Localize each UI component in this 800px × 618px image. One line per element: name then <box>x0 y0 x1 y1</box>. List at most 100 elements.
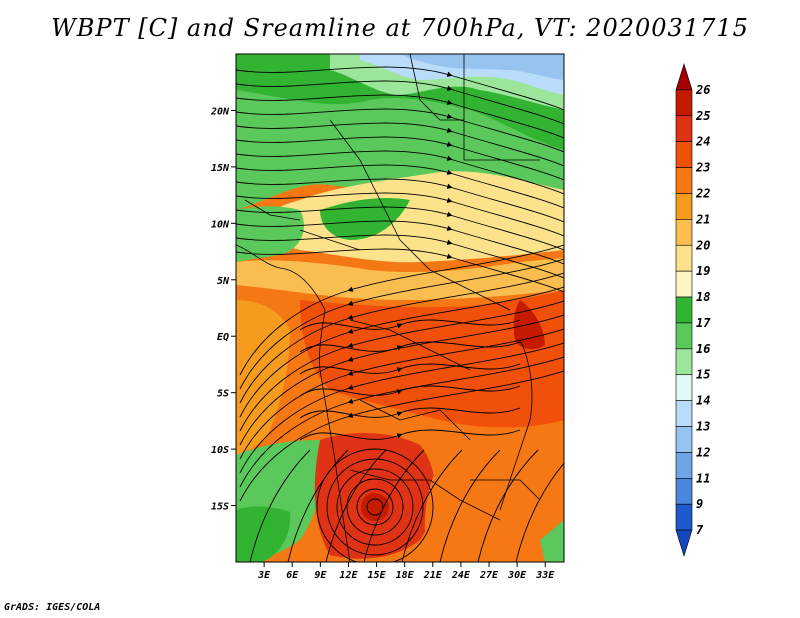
colorbar-swatch <box>675 426 693 453</box>
lon-tick-label: 18E <box>396 570 415 581</box>
colorbar-swatch <box>675 452 693 479</box>
vortex-streamline <box>366 498 384 516</box>
colorbar-label: 11 <box>696 471 710 485</box>
colorbar-label: 17 <box>696 316 711 330</box>
colorbar-label: 19 <box>696 264 710 278</box>
chart-title: WBPT [C] and Sreamline at 700hPa, VT: 20… <box>51 14 749 42</box>
streamline <box>236 108 564 153</box>
colorbar-swatch <box>675 193 693 220</box>
colorbar-label: 9 <box>696 497 703 511</box>
streamline <box>249 449 311 562</box>
lon-tick-label: 33E <box>535 570 555 581</box>
vortex-streamline <box>316 448 434 562</box>
colorbar: 26 25 24 23 22 21 20 19 18 17 16 15 14 13 12 11 9 7 <box>675 62 711 558</box>
colorbar-label: 7 <box>696 523 704 537</box>
colorbar-swatch <box>675 270 693 298</box>
colorbar-label: 22 <box>695 186 710 200</box>
streamline <box>287 449 349 562</box>
colorbar-swatch <box>675 115 693 142</box>
colorbar-label: 24 <box>695 135 710 149</box>
colorbar-swatch <box>675 374 693 401</box>
streamline <box>239 272 564 404</box>
colorbar-swatch <box>675 296 693 324</box>
colorbar-swatch <box>675 244 693 272</box>
colorbar-label: 23 <box>695 161 710 175</box>
lat-tick-label: EQ <box>217 332 229 343</box>
streamline <box>239 300 564 432</box>
streamline <box>299 407 521 419</box>
streamline <box>401 449 463 562</box>
streamline <box>239 356 564 488</box>
lon-tick-label: 27E <box>479 570 499 581</box>
vortex-streamline <box>336 468 414 546</box>
streamline <box>236 122 564 167</box>
streamline <box>236 94 564 139</box>
streamline <box>299 429 521 441</box>
vortex-streamline <box>356 488 394 526</box>
streamline <box>515 462 564 562</box>
streamline <box>236 206 564 251</box>
streamline <box>236 248 564 293</box>
streamline <box>239 244 564 376</box>
map-frame <box>235 53 565 563</box>
streamline <box>299 385 521 397</box>
colorbar-swatch <box>675 348 693 376</box>
lat-tick-label: 15N <box>211 163 230 174</box>
colorbar-swatch <box>675 141 693 168</box>
wbpt-field <box>236 54 564 562</box>
streamline <box>236 220 564 265</box>
lat-tick-label: 10S <box>211 445 229 456</box>
streamline <box>236 80 564 125</box>
streamline <box>239 258 564 390</box>
colorbar-label: 15 <box>696 368 710 382</box>
colorbar-label: 14 <box>696 394 710 408</box>
streamline <box>236 234 564 279</box>
streamline <box>236 178 564 223</box>
colorbar-label: 26 <box>695 83 710 97</box>
colorbar-swatch <box>675 219 693 246</box>
streamline <box>236 150 564 195</box>
streamline <box>299 319 521 331</box>
streamline <box>363 449 425 562</box>
colorbar-swatch-bottom-arrow <box>675 529 693 558</box>
lon-tick-label: 21E <box>423 570 443 581</box>
vortex-streamline <box>326 458 424 556</box>
lat-tick-label: 20N <box>210 106 230 117</box>
streamline <box>325 449 387 562</box>
streamline <box>239 314 564 446</box>
colorbar-label: 13 <box>696 420 710 434</box>
streamline <box>239 286 564 418</box>
colorbar-label: 12 <box>696 445 710 459</box>
lon-tick-label: 3E <box>257 570 271 581</box>
latitude-axis: 20N 15N 10N 5N EQ 5S 10S 15S <box>210 106 236 513</box>
footer-credit: GrADS: IGES/COLA <box>4 602 101 613</box>
lon-tick-label: 12E <box>339 570 358 581</box>
colorbar-swatch <box>675 322 693 350</box>
lat-tick-label: 15S <box>211 502 229 513</box>
lat-tick-label: 5N <box>217 276 230 287</box>
colorbar-label: 18 <box>696 290 710 304</box>
streamline <box>239 328 564 460</box>
colorbar-label: 25 <box>695 109 710 123</box>
lon-tick-label: 24E <box>451 570 471 581</box>
vortex-streamline <box>346 478 404 536</box>
streamline <box>236 192 564 237</box>
lon-tick-label: 6E <box>286 570 299 581</box>
colorbar-label: 16 <box>696 342 710 356</box>
lon-tick-label: 9E <box>314 570 327 581</box>
lat-tick-label: 5S <box>217 389 229 400</box>
colorbar-label: 21 <box>695 212 710 226</box>
streamline <box>239 342 564 474</box>
streamline <box>299 363 521 375</box>
colorbar-swatch <box>675 89 693 117</box>
streamline <box>236 66 564 111</box>
streamline <box>236 164 564 209</box>
lat-tick-label: 10N <box>211 219 230 230</box>
longitude-axis: 3E 6E 9E 12E 15E 18E 21E 24E 27E 30E 33E <box>257 562 555 581</box>
colorbar-swatch <box>675 167 693 194</box>
streamline <box>239 370 564 502</box>
streamline <box>236 136 564 181</box>
lon-tick-label: 15E <box>368 570 387 581</box>
colorbar-swatch-top-arrow <box>675 62 693 91</box>
streamline <box>477 449 539 562</box>
